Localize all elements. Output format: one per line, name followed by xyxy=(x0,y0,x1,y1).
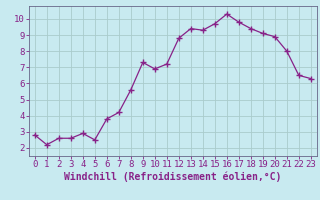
X-axis label: Windchill (Refroidissement éolien,°C): Windchill (Refroidissement éolien,°C) xyxy=(64,172,282,182)
